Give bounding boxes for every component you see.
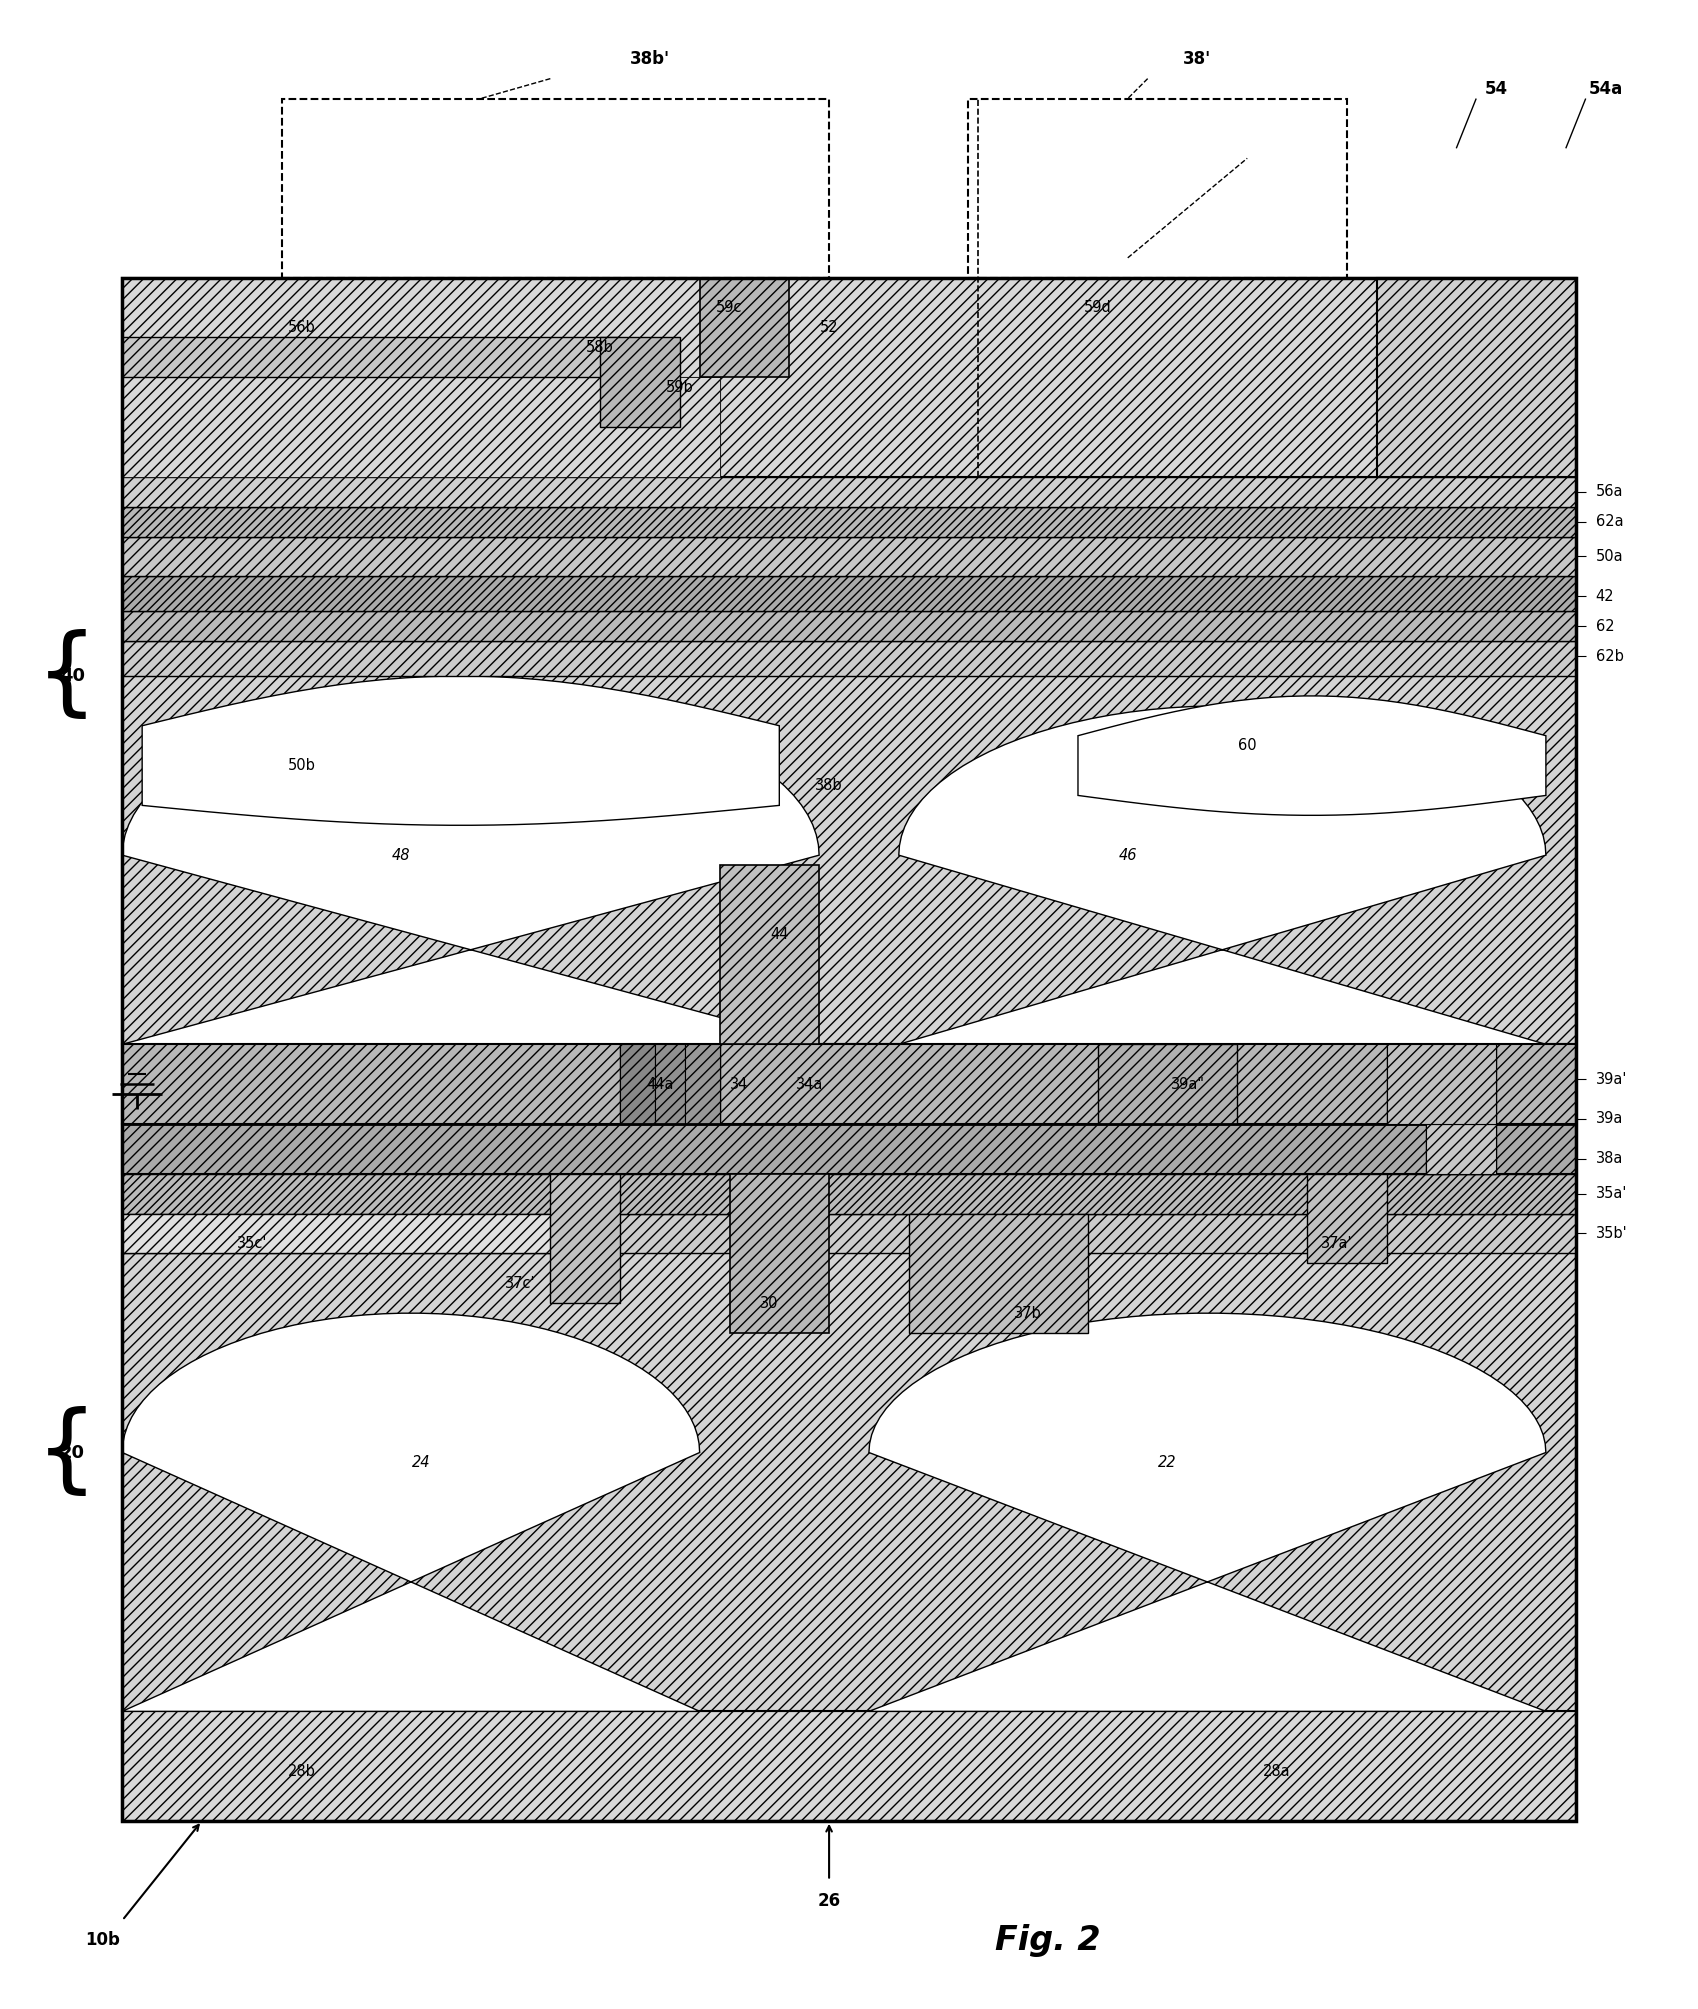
Bar (1387, 1045, 1457, 1085)
Text: 39a": 39a" (1170, 1077, 1204, 1091)
Polygon shape (122, 695, 818, 1045)
Text: 20: 20 (59, 1444, 85, 1461)
Text: 39a': 39a' (1596, 1071, 1627, 1087)
Bar (122, 476, 1576, 506)
Polygon shape (122, 1314, 700, 1712)
Text: {: { (36, 629, 97, 723)
Bar (908, 1213, 1088, 1334)
Text: 34: 34 (730, 1077, 749, 1091)
Bar (620, 1045, 655, 1123)
Bar (122, 536, 1576, 577)
Text: 24: 24 (411, 1455, 430, 1471)
Text: 54a: 54a (1589, 80, 1623, 98)
Text: 28b: 28b (287, 1764, 316, 1778)
Text: 40: 40 (59, 667, 85, 685)
Text: 56b: 56b (287, 319, 316, 336)
Bar (122, 611, 1576, 641)
Text: 44a: 44a (647, 1077, 674, 1091)
Bar (1377, 277, 1576, 476)
Text: 37c': 37c' (506, 1276, 535, 1290)
Polygon shape (143, 677, 779, 826)
Bar (122, 378, 720, 476)
Text: 35a': 35a' (1596, 1185, 1627, 1201)
Text: 46: 46 (1119, 848, 1138, 862)
Bar (122, 1213, 1576, 1254)
Text: 56a: 56a (1596, 484, 1623, 500)
Text: 62a: 62a (1596, 514, 1623, 528)
Text: 34a: 34a (795, 1077, 824, 1091)
Text: 37b: 37b (1014, 1306, 1043, 1320)
Bar (122, 1712, 1576, 1820)
Bar (122, 506, 1576, 536)
Text: 28a: 28a (1263, 1764, 1290, 1778)
Text: Fig. 2: Fig. 2 (995, 1925, 1100, 1957)
Bar (1426, 1123, 1496, 1173)
Bar (122, 1254, 1576, 1712)
Bar (1387, 1045, 1496, 1123)
Text: 37a': 37a' (1321, 1236, 1353, 1252)
Text: {: { (36, 1406, 97, 1499)
Text: 38': 38' (1184, 50, 1212, 68)
Bar (1426, 1085, 1496, 1123)
Text: 10b: 10b (85, 1931, 121, 1949)
Bar (122, 641, 1576, 675)
Bar (122, 1213, 571, 1254)
Polygon shape (1078, 695, 1545, 816)
Bar (122, 338, 620, 378)
Text: 22: 22 (1158, 1455, 1177, 1471)
Bar (282, 98, 829, 277)
Text: 54: 54 (1484, 80, 1508, 98)
Bar (1307, 1173, 1387, 1264)
Bar (730, 1173, 829, 1334)
Text: 59d: 59d (1083, 299, 1112, 315)
Text: 44: 44 (771, 928, 788, 942)
Bar (122, 675, 1576, 1045)
Bar (1426, 1045, 1496, 1085)
Text: 59b: 59b (666, 380, 693, 394)
Polygon shape (869, 1314, 1545, 1712)
Text: 38b: 38b (815, 777, 842, 794)
Text: 30: 30 (761, 1296, 779, 1310)
Bar (1426, 1123, 1496, 1173)
Bar (122, 1173, 1576, 1213)
Text: 39a: 39a (1596, 1111, 1623, 1127)
Bar (122, 577, 1576, 611)
Bar (122, 1123, 1576, 1173)
Bar (1387, 1085, 1457, 1123)
Text: 48: 48 (392, 848, 411, 862)
Text: 35c': 35c' (236, 1236, 267, 1252)
Text: 59c: 59c (717, 299, 742, 315)
Bar (122, 1045, 1576, 1123)
Bar (655, 1045, 684, 1123)
Polygon shape (898, 705, 1545, 1045)
Text: 52: 52 (820, 319, 839, 336)
Bar (122, 378, 720, 476)
Text: 62b: 62b (1596, 649, 1623, 663)
Bar (620, 1045, 720, 1123)
Bar (700, 277, 790, 378)
Bar (122, 277, 1576, 1820)
Text: 38a: 38a (1596, 1151, 1623, 1167)
Bar (968, 98, 1347, 277)
Bar (122, 277, 1576, 476)
Text: 58b: 58b (586, 340, 615, 356)
Text: 35b': 35b' (1596, 1225, 1627, 1242)
Bar (720, 866, 818, 1045)
Text: 50b: 50b (287, 757, 316, 773)
Text: 62: 62 (1596, 619, 1615, 633)
Text: 60: 60 (1238, 737, 1257, 753)
Text: 26: 26 (817, 1892, 841, 1909)
Text: 50a: 50a (1596, 548, 1623, 565)
Bar (684, 1045, 720, 1123)
Bar (599, 338, 679, 428)
Text: 38b': 38b' (630, 50, 671, 68)
Text: 42: 42 (1596, 589, 1615, 605)
Bar (550, 1173, 620, 1304)
Bar (1099, 1045, 1238, 1123)
